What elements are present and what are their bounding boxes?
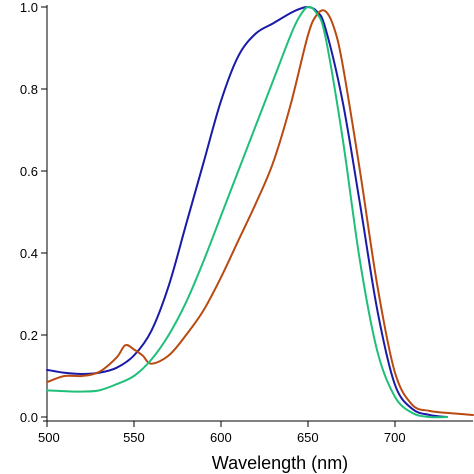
x-tick-label: 700: [384, 430, 406, 445]
y-ticks: 0.0 0.2 0.4 0.6 0.8 1.0: [20, 0, 47, 425]
axes: [43, 5, 473, 422]
series-line-3: [46, 5, 448, 419]
y-tick-label: 0.2: [20, 328, 38, 343]
y-tick-label: 0.6: [20, 164, 38, 179]
series-group: [46, 5, 474, 419]
y-tick-label: 0.4: [20, 246, 38, 261]
y-tick-label: 0.0: [20, 410, 38, 425]
x-axis-title: Wavelength (nm): [212, 453, 348, 473]
y-tick-label: 0.8: [20, 82, 38, 97]
x-ticks: 500 550 600 650 700: [38, 421, 406, 445]
series-line-1: [46, 5, 448, 418]
x-tick-label: 650: [297, 430, 319, 445]
x-tick-label: 500: [38, 430, 60, 445]
x-tick-label: 600: [210, 430, 232, 445]
y-tick-label: 1.0: [20, 0, 38, 15]
series-line-2: [46, 9, 474, 416]
x-tick-label: 550: [123, 430, 145, 445]
